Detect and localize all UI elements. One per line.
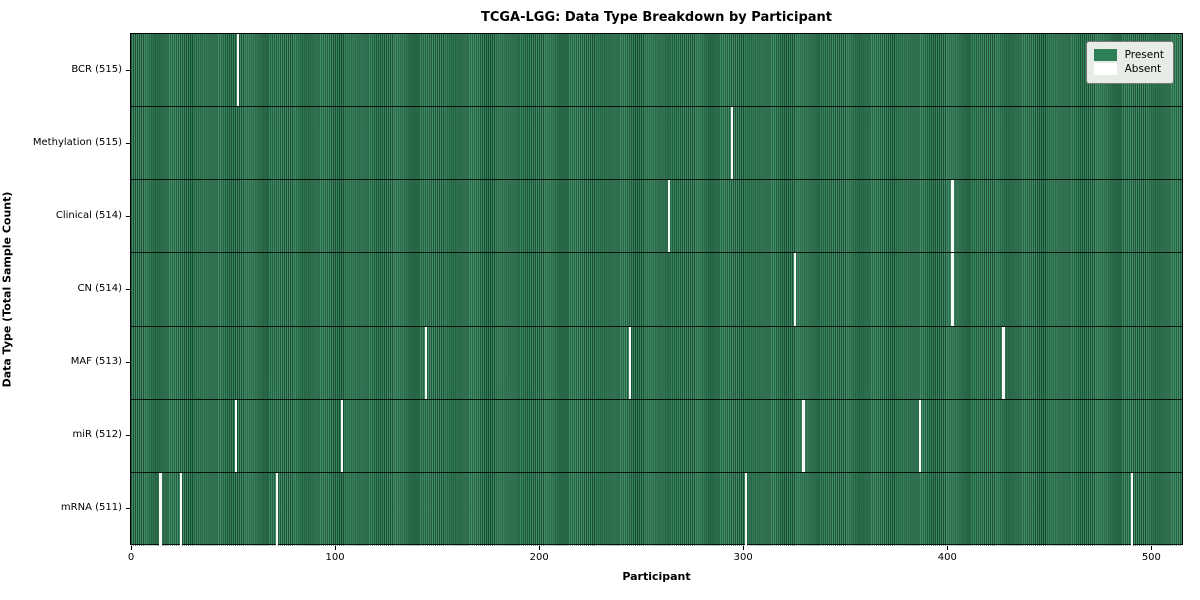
heatmap-row (131, 107, 1182, 181)
y-tick-mark (126, 289, 130, 290)
heatmap-row (131, 34, 1182, 108)
legend-label-present: Present (1124, 49, 1164, 61)
absent-marker (179, 472, 183, 546)
y-tick-label: MAF (513) (70, 356, 122, 368)
x-tick-mark (743, 546, 745, 550)
x-tick-mark (335, 546, 337, 550)
y-tick-mark (126, 508, 130, 510)
y-tick-mark (126, 142, 130, 144)
absent-marker (236, 34, 240, 107)
y-tick-label: miR (512) (72, 429, 122, 441)
legend-entry-present: Present (1093, 49, 1164, 61)
absent-marker (918, 399, 921, 472)
legend-label-absent: Absent (1124, 63, 1162, 75)
absent-marker (341, 399, 344, 472)
absent-marker (159, 472, 162, 546)
x-tick-label: 300 (733, 552, 753, 563)
absent-marker (951, 180, 954, 253)
absent-marker (628, 326, 632, 399)
x-tick-label: 400 (937, 552, 957, 563)
x-tick-mark (539, 546, 541, 550)
absent-marker (1002, 326, 1005, 399)
x-tick-label: 0 (127, 552, 135, 563)
x-tick-label: 500 (1141, 552, 1161, 563)
absent-marker (802, 399, 805, 472)
absent-marker (730, 107, 734, 180)
y-tick-label: Clinical (514) (55, 209, 122, 221)
absent-marker (275, 472, 279, 546)
legend: Present Absent (1085, 41, 1174, 84)
heatmap-row (131, 472, 1182, 546)
absent-marker (234, 399, 238, 472)
y-tick-mark (126, 69, 130, 71)
heatmap-row (131, 399, 1182, 473)
y-tick-label: Methylation (515) (32, 136, 122, 148)
x-tick-mark (947, 546, 949, 550)
absent-marker (667, 180, 670, 253)
plot-area: Present Absent (130, 33, 1183, 546)
legend-entry-absent: Absent (1093, 63, 1164, 75)
y-tick-mark (126, 215, 130, 217)
absent-marker (794, 253, 797, 326)
absent-marker (424, 326, 428, 399)
y-tick-label: CN (514) (77, 283, 122, 294)
legend-swatch-absent (1093, 63, 1117, 75)
heatmap-row (131, 326, 1182, 400)
y-tick-mark (126, 435, 130, 437)
x-tick-label: 200 (529, 552, 549, 563)
y-tick-mark (126, 362, 130, 364)
absent-marker (1130, 472, 1134, 546)
x-tick-label: 100 (325, 552, 345, 563)
heatmap-row (131, 253, 1182, 327)
heatmap-row (131, 180, 1182, 254)
absent-marker (745, 472, 748, 546)
x-tick-mark (131, 546, 133, 550)
absent-marker (951, 253, 954, 326)
y-tick-label: mRNA (511) (60, 502, 122, 514)
x-tick-mark (1151, 546, 1153, 550)
x-axis-label: Participant (622, 570, 691, 583)
y-tick-label: BCR (515) (71, 63, 122, 75)
chart-title: TCGA-LGG: Data Type Breakdown by Partici… (480, 10, 833, 25)
legend-swatch-present (1093, 49, 1117, 61)
